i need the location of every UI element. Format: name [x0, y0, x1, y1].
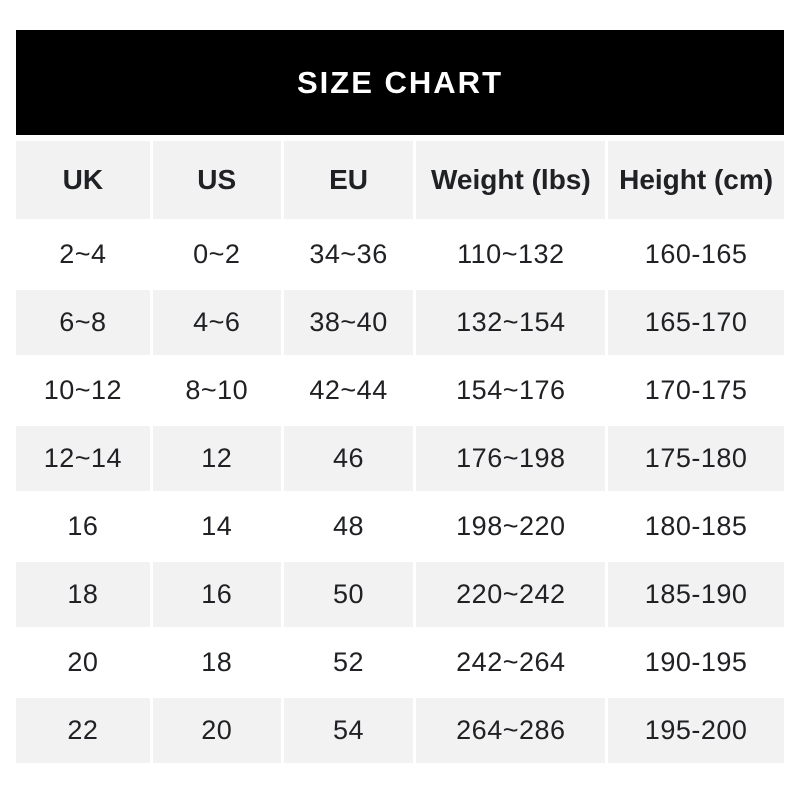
table-cell: 165-170	[608, 290, 784, 355]
table-cell: 12	[152, 426, 281, 491]
table-cell: 176~198	[416, 426, 606, 491]
table-cell: 18	[152, 630, 281, 695]
table-cell: 34~36	[283, 222, 414, 287]
table-cell: 16	[152, 562, 281, 627]
title-bar: SIZE CHART	[16, 30, 784, 135]
table-cell: 195-200	[608, 698, 784, 763]
column-header: Height (cm)	[608, 141, 784, 219]
table-cell: 2~4	[16, 222, 150, 287]
table-cell: 52	[283, 630, 414, 695]
table-cell: 0~2	[152, 222, 281, 287]
column-header: US	[152, 141, 281, 219]
table-cell: 22	[16, 698, 150, 763]
table-cell: 170-175	[608, 358, 784, 423]
size-table: UK US EU Weight (lbs) Height (cm) 2~4 0~2 34~36…	[16, 141, 784, 763]
table-cell: 14	[152, 494, 281, 559]
column-header: Weight (lbs)	[416, 141, 606, 219]
table-cell: 48	[283, 494, 414, 559]
table-cell: 18	[16, 562, 150, 627]
table-cell: 242~264	[416, 630, 606, 695]
table-cell: 12~14	[16, 426, 150, 491]
table-cell: 50	[283, 562, 414, 627]
table-cell: 46	[283, 426, 414, 491]
column-header: UK	[16, 141, 150, 219]
table-cell: 42~44	[283, 358, 414, 423]
table-cell: 190-195	[608, 630, 784, 695]
table-cell: 198~220	[416, 494, 606, 559]
table-cell: 185-190	[608, 562, 784, 627]
table-cell: 6~8	[16, 290, 150, 355]
table-cell: 264~286	[416, 698, 606, 763]
table-cell: 10~12	[16, 358, 150, 423]
table-cell: 4~6	[152, 290, 281, 355]
table-cell: 8~10	[152, 358, 281, 423]
table-cell: 180-185	[608, 494, 784, 559]
table-cell: 154~176	[416, 358, 606, 423]
table-cell: 38~40	[283, 290, 414, 355]
table-cell: 16	[16, 494, 150, 559]
chart-title: SIZE CHART	[297, 64, 503, 100]
table-cell: 175-180	[608, 426, 784, 491]
table-cell: 20	[152, 698, 281, 763]
table-cell: 110~132	[416, 222, 606, 287]
table-cell: 160-165	[608, 222, 784, 287]
table-cell: 54	[283, 698, 414, 763]
column-header: EU	[283, 141, 414, 219]
table-cell: 220~242	[416, 562, 606, 627]
size-chart-sheet: SIZE CHART UK US EU Weight (lbs) Height (cm)…	[16, 30, 784, 763]
table-cell: 20	[16, 630, 150, 695]
table-cell: 132~154	[416, 290, 606, 355]
